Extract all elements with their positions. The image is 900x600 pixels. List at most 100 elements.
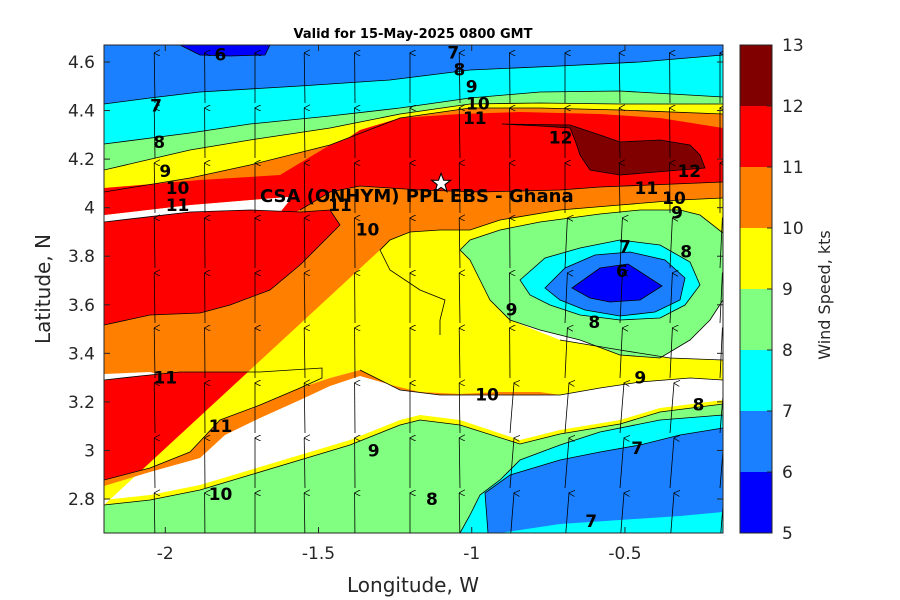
wind-vector	[304, 493, 305, 533]
x-axis-label: Longitude, W	[347, 573, 479, 597]
wind-vector	[154, 273, 155, 324]
filled-contour-9-10-central	[104, 198, 723, 505]
wind-vector	[669, 273, 672, 324]
wind-vector	[509, 438, 514, 489]
contour-label: 6	[215, 46, 227, 66]
contour-label: 10	[356, 221, 380, 241]
y-tick-label: 2.8	[68, 490, 95, 510]
y-tick-label: 3.8	[68, 247, 95, 267]
wind-vector	[620, 493, 624, 533]
wind-vector	[669, 328, 672, 379]
wind-vector	[509, 383, 514, 434]
x-tick-label: -1	[463, 544, 480, 564]
wind-vector	[304, 273, 305, 324]
contour-label: 9	[466, 77, 478, 97]
contour-label: 7	[619, 238, 631, 258]
x-tick-label: -1.5	[302, 544, 335, 564]
wind-vector	[154, 53, 155, 104]
wind-vector	[669, 438, 674, 489]
contour-label: 12	[677, 162, 701, 182]
wind-vector	[564, 273, 567, 324]
wind-vector	[459, 163, 460, 214]
contour-label: 8	[693, 395, 705, 415]
x-tick-label: -2	[157, 544, 174, 564]
wind-vector	[154, 108, 155, 159]
wind-vector	[564, 383, 569, 434]
wind-vector	[719, 273, 722, 324]
contour-label: 8	[588, 313, 600, 333]
wind-vector	[670, 493, 674, 533]
y-axis-label: Latitude, N	[31, 234, 55, 344]
contour-label: 9	[506, 301, 518, 321]
wind-vectors	[154, 53, 723, 533]
wind-vector	[564, 218, 567, 269]
wind-vector	[304, 328, 305, 379]
colorbar-tick-label: 5	[782, 524, 793, 544]
wind-vector	[565, 493, 569, 533]
wind-vector	[619, 438, 624, 489]
colorbar-segment	[740, 411, 772, 472]
contour-label: 12	[549, 128, 573, 148]
colorbar-tick-label: 8	[782, 341, 793, 361]
wind-vector	[459, 493, 460, 533]
wind-vector	[619, 163, 620, 214]
colorbar-segment	[740, 45, 772, 106]
contour-label: 9	[368, 441, 380, 461]
contour-label: 7	[447, 43, 459, 63]
wind-vector	[619, 383, 624, 434]
contour-label: 10	[475, 386, 499, 406]
wind-vector	[564, 438, 569, 489]
filled-contour-5-6-east	[572, 264, 662, 302]
site-label: CSA (ONHYM) PPL EBS - Ghana	[260, 186, 574, 207]
plot-frame	[103, 44, 724, 534]
wind-vector	[304, 218, 305, 269]
colorbar: 5 6 7 8 9 10 11 12 13	[739, 36, 804, 544]
wind-vector	[304, 108, 305, 159]
colorbar-segment	[740, 167, 772, 228]
colorbar-tick-label: 11	[782, 158, 804, 178]
contour-label: 7	[585, 512, 597, 532]
contour-label: 8	[454, 60, 466, 80]
wind-vector	[154, 163, 155, 214]
wind-vector	[304, 163, 305, 214]
wind-vector	[459, 53, 460, 104]
wind-vector	[304, 383, 305, 434]
wind-vector	[459, 273, 460, 324]
contour-label: 7	[631, 439, 643, 459]
y-tick-label: 4.2	[68, 150, 95, 170]
contour-label: 11	[166, 196, 190, 216]
wind-vector	[719, 445, 723, 489]
contour-label: 11	[209, 417, 233, 437]
wind-vector	[154, 328, 155, 379]
y-tick-label: 4.6	[68, 53, 95, 73]
contour-label: 9	[634, 369, 646, 389]
contour-label: 6	[616, 262, 628, 282]
contour-label: 9	[159, 162, 171, 182]
colorbar-tick-label: 7	[782, 402, 793, 422]
wind-vector	[459, 328, 460, 379]
wind-vector	[154, 383, 155, 434]
contour-label: 11	[328, 196, 352, 216]
y-tick-label: 3.2	[68, 393, 95, 413]
contour-label: 10	[662, 189, 686, 209]
wind-vector	[619, 108, 620, 159]
y-tick-label: 3.6	[68, 296, 95, 316]
wind-vector	[459, 383, 460, 434]
filled-contour-7-8	[104, 55, 723, 144]
wind-vector	[459, 218, 460, 269]
contour-label: 7	[150, 97, 162, 117]
contour-label: 11	[463, 109, 487, 129]
contour-label: 11	[635, 179, 659, 199]
y-tick-label: 3	[84, 441, 95, 461]
wind-vector	[564, 328, 567, 379]
colorbar-label: Wind Speed, kts	[815, 230, 834, 360]
contour-label: 8	[426, 490, 438, 510]
wind-vector	[304, 438, 305, 489]
colorbar-tick-label: 13	[782, 36, 804, 56]
wind-vector	[154, 438, 155, 489]
wind-vector	[459, 438, 460, 489]
colorbar-tick-label: 12	[782, 97, 804, 117]
filled-contour-5-6-north	[180, 45, 270, 56]
